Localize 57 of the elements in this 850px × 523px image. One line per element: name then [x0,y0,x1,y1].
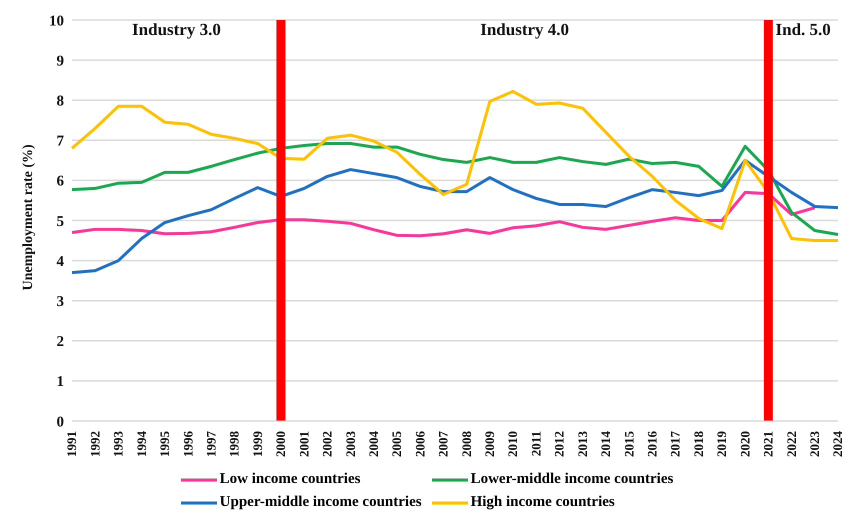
x-tick-label: 2020 [737,431,752,457]
x-tick-label: 2013 [574,430,590,457]
x-tick-label: 2011 [528,431,544,456]
y-tick-label: 2 [56,334,64,350]
line-series [70,158,840,274]
x-tick-label: 2005 [389,430,404,457]
x-tick-label: 1991 [64,431,80,457]
y-tick-label: 10 [49,13,64,30]
x-tick-label: 1994 [134,430,149,457]
x-tick-label: 2000 [273,431,288,457]
x-tick-label: 1998 [226,430,242,457]
annotation: Ind. 5.0 [774,20,832,40]
y-tick-label: 0 [56,414,64,430]
x-tick-label: 2014 [598,430,614,457]
x-tick-label: 2001 [296,431,312,457]
x-tick-label: 2012 [552,431,567,457]
x-tick-label: 1997 [204,430,219,457]
y-tick-label: 9 [56,53,64,70]
x-tick-label: 1993 [110,430,126,457]
line-series [70,190,816,238]
x-tick-label: 2023 [807,430,822,457]
x-tick-label: 2019 [714,430,730,457]
annotation: Industry 4.0 [479,20,570,40]
legend-label: Upper-middle income countries [220,494,422,511]
x-tick-label: 2002 [320,431,335,457]
x-tick-label: 1996 [180,430,196,457]
x-tick-label: 1995 [157,430,172,457]
x-tick-label: 2017 [668,430,683,457]
x-tick-label: 2009 [482,430,498,457]
x-tick-label: 2004 [366,430,381,457]
x-tick-label: 2015 [621,430,636,457]
x-tick-label: 2010 [505,431,520,457]
line-series [70,90,840,242]
y-tick-label: 3 [56,294,64,310]
x-tick-label: 2018 [690,430,706,457]
legend-label: Low income countries [220,471,360,488]
x-tick-label: 2008 [458,430,474,457]
x-tick-label: 2016 [644,430,660,457]
y-tick-label: 4 [56,254,64,270]
y-tick-label: 5 [56,214,64,230]
x-tick-label: 2003 [342,430,358,457]
line-series [70,142,840,236]
legend-label: High income countries [470,494,615,511]
y-tick-label: 6 [56,174,64,190]
y-axis-title: Unemployment rate (%) [20,144,36,290]
y-tick-label: 8 [56,94,64,110]
x-tick-label: 2022 [784,431,799,457]
y-tick-label: 1 [56,374,64,390]
annotation: Industry 3.0 [131,20,222,40]
y-tick-label: 7 [56,134,64,150]
x-tick-label: 1992 [87,431,102,457]
x-tick-label: 2007 [436,430,451,457]
x-tick-label: 2024 [830,430,846,457]
x-tick-label: 2006 [412,430,428,457]
legend-label: Lower-middle income countries [470,471,674,488]
x-tick-label: 1999 [250,430,265,457]
x-tick-label: 2021 [760,431,776,457]
